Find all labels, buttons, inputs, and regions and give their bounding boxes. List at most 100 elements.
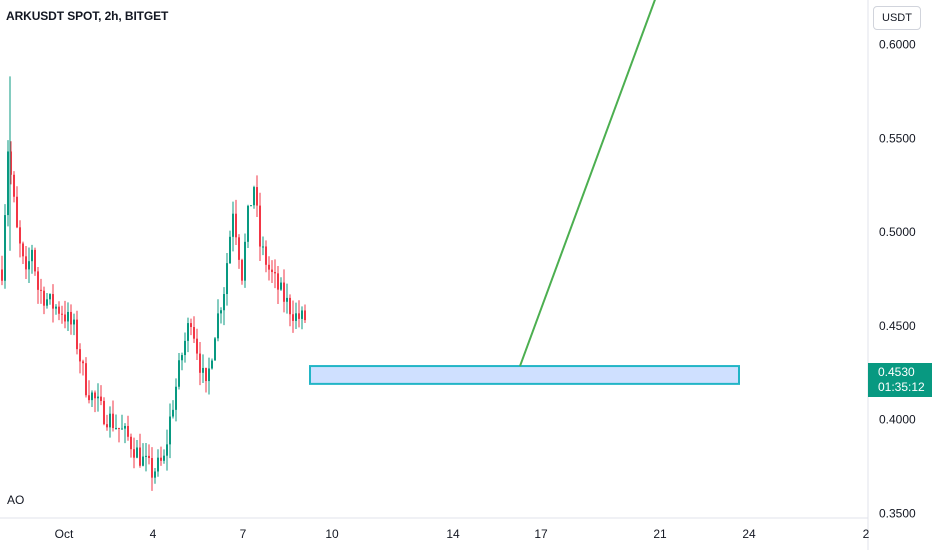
candle-body	[256, 187, 258, 206]
candles	[1, 76, 306, 491]
price-tick-label: 0.5500	[879, 131, 916, 145]
candle-body	[118, 427, 120, 429]
candle-body	[232, 213, 234, 237]
candle-body	[154, 471, 156, 478]
last-price-value: 0.4530	[878, 365, 915, 379]
last-price-badge: 0.4530 01:35:12	[868, 363, 932, 397]
candle-body	[85, 363, 87, 396]
candle-body	[202, 367, 204, 373]
candle-body	[178, 360, 180, 387]
candle-body	[112, 413, 114, 429]
candle-body	[253, 187, 255, 206]
candle-body	[226, 263, 228, 295]
candle-body	[286, 297, 288, 302]
candle-body	[169, 416, 171, 445]
candle-body	[283, 282, 285, 302]
candle-body	[148, 455, 150, 459]
candle-body	[235, 213, 237, 238]
candle-body	[247, 205, 249, 242]
candle-body	[301, 310, 303, 319]
drawings[interactable]	[309, 0, 788, 385]
candle-body	[280, 282, 282, 290]
time-tick-label: 7	[240, 527, 247, 541]
candle-body	[40, 289, 42, 291]
time-tick-label: 21	[653, 527, 667, 541]
candle-body	[25, 256, 27, 270]
candle-body	[46, 299, 48, 306]
time-tick-label: 10	[325, 527, 339, 541]
projection-arrow[interactable]	[519, 0, 787, 367]
candle-body	[298, 313, 300, 319]
price-axis[interactable]: 0.35000.40000.45000.50000.55000.60000.65…	[879, 0, 916, 521]
support-zone-rectangle[interactable]	[309, 365, 740, 385]
candle-body	[166, 444, 168, 456]
candle-body	[43, 290, 45, 306]
candle-body	[214, 338, 216, 361]
candle-body	[7, 151, 9, 216]
candle-body	[121, 428, 123, 430]
candle-body	[130, 436, 132, 450]
candle-body	[31, 249, 33, 262]
price-tick-label: 0.4500	[879, 319, 916, 333]
candle-body	[265, 246, 267, 265]
candle-body	[244, 241, 246, 281]
candle-body	[193, 327, 195, 339]
price-tick-label: 0.4000	[879, 413, 916, 427]
candle-body	[115, 427, 117, 429]
candle-body	[61, 313, 63, 315]
time-tick-label: 14	[446, 527, 460, 541]
candle-body	[55, 306, 57, 309]
time-axis[interactable]: Oct 4 7 10 14 17 21 24 2	[55, 527, 870, 541]
candle-body	[238, 237, 240, 260]
candle-body	[295, 313, 297, 321]
candle-body	[292, 314, 294, 321]
candle-body	[172, 409, 174, 417]
candle-body	[4, 215, 6, 281]
candle-body	[184, 340, 186, 356]
candle-body	[28, 261, 30, 270]
candle-body	[103, 400, 105, 425]
currency-button[interactable]: USDT	[873, 6, 921, 30]
candle-body	[181, 355, 183, 361]
time-tick-label: 2	[863, 527, 870, 541]
candle-body	[142, 456, 144, 466]
candle-body	[139, 447, 141, 466]
candle-body	[100, 396, 102, 401]
candle-body	[223, 294, 225, 311]
price-tick-label: 0.6000	[879, 38, 916, 52]
candle-body	[79, 349, 81, 362]
candle-body	[145, 455, 147, 457]
candle-body	[13, 174, 15, 197]
time-tick-label: Oct	[55, 527, 74, 541]
candle-body	[289, 297, 291, 315]
time-tick-label: 24	[742, 527, 756, 541]
candle-body	[109, 413, 111, 428]
candle-body	[136, 447, 138, 458]
candle-body	[217, 313, 219, 339]
indicator-label: AO	[7, 493, 25, 507]
candle-body	[211, 360, 213, 369]
candle-body	[229, 236, 231, 264]
candle-body	[196, 338, 198, 354]
candle-body	[277, 273, 279, 290]
candle-body	[250, 205, 252, 207]
candle-body	[160, 457, 162, 461]
time-tick-label: 4	[150, 527, 157, 541]
time-tick-label: 17	[534, 527, 548, 541]
candle-body	[34, 249, 36, 272]
candle-body	[262, 246, 264, 248]
candle-body	[10, 151, 12, 175]
candle-body	[37, 271, 39, 290]
candle-body	[163, 455, 165, 461]
candle-body	[208, 368, 210, 382]
chart-title: ARKUSDT SPOT, 2h, BITGET	[6, 9, 169, 23]
candle-body	[220, 310, 222, 314]
candle-body	[94, 392, 96, 399]
price-tick-label: 0.5000	[879, 225, 916, 239]
candle-body	[67, 311, 69, 322]
candle-body	[187, 323, 189, 341]
candle-body	[268, 264, 270, 270]
candle-body	[22, 243, 24, 257]
